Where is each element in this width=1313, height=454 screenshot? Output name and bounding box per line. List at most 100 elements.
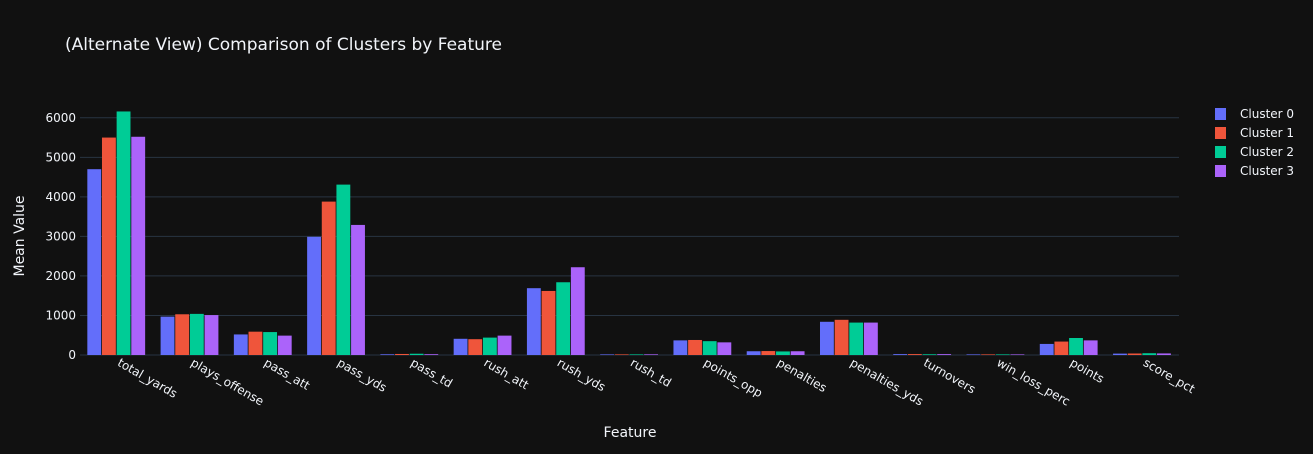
bar[interactable] [981, 354, 996, 355]
bar[interactable] [556, 282, 571, 355]
bar[interactable] [1083, 340, 1098, 355]
legend-label[interactable]: Cluster 3 [1240, 164, 1294, 178]
bar[interactable] [746, 351, 761, 355]
y-tick-label: 1000 [45, 308, 76, 322]
gridlines [80, 117, 1179, 356]
x-tick-label: plays_offense [188, 355, 266, 408]
bar[interactable] [409, 353, 424, 355]
bar[interactable] [1054, 341, 1069, 355]
bar[interactable] [395, 353, 409, 355]
bar[interactable] [629, 354, 644, 355]
x-tick-label: win_loss_perc [994, 355, 1072, 408]
bar[interactable] [995, 354, 1010, 355]
bar[interactable] [336, 184, 351, 355]
legend-label[interactable]: Cluster 1 [1240, 126, 1294, 140]
bar[interactable] [101, 137, 116, 355]
bar[interactable] [424, 354, 439, 355]
bar[interactable] [849, 322, 864, 355]
bar[interactable] [819, 321, 834, 355]
bar[interactable] [673, 340, 688, 355]
bar[interactable] [790, 351, 805, 355]
x-tick-label: points [1068, 355, 1107, 386]
x-tick-label: points_opp [701, 355, 765, 400]
legend-label[interactable]: Cluster 2 [1240, 145, 1294, 159]
bar[interactable] [1039, 343, 1054, 355]
y-tick-label: 6000 [45, 111, 76, 125]
bar[interactable] [834, 319, 849, 355]
bar[interactable] [482, 337, 497, 355]
y-tick-label: 4000 [45, 190, 76, 204]
legend-swatch[interactable] [1215, 146, 1226, 158]
bar[interactable] [1157, 353, 1171, 355]
x-tick-label: score_pct [1141, 355, 1198, 396]
bar[interactable] [175, 314, 190, 355]
bar[interactable] [1127, 353, 1142, 355]
bar[interactable] [1142, 353, 1157, 355]
x-tick-label: penalties [775, 355, 830, 395]
x-tick-label: turnovers [921, 355, 978, 396]
bar[interactable] [937, 354, 952, 355]
legend-swatch[interactable] [1215, 127, 1226, 139]
bar[interactable] [907, 354, 922, 355]
bar[interactable] [380, 354, 395, 355]
bar[interactable] [233, 334, 248, 355]
y-tick-labels: 0 1000 2000 3000 4000 5000 6000 [45, 111, 76, 362]
bar[interactable] [922, 354, 937, 355]
bar[interactable] [1010, 354, 1025, 355]
bar[interactable] [541, 290, 556, 355]
bar[interactable] [453, 338, 468, 355]
bar[interactable] [614, 354, 629, 355]
bar[interactable] [702, 341, 717, 355]
y-axis-title: Mean Value [12, 195, 28, 276]
bar[interactable] [263, 332, 278, 355]
bar[interactable] [277, 335, 292, 355]
chart-title: (Alternate View) Comparison of Clusters … [65, 35, 502, 55]
y-tick-label: 0 [68, 348, 76, 362]
x-tick-label: pass_td [408, 355, 455, 390]
x-tick-label: rush_att [481, 355, 531, 392]
x-tick-label: pass_att [262, 355, 313, 392]
bar[interactable] [497, 335, 512, 355]
bar[interactable] [776, 351, 790, 355]
bars [87, 111, 1171, 355]
y-tick-label: 3000 [45, 229, 76, 243]
bar[interactable] [863, 322, 878, 355]
bar[interactable] [204, 315, 219, 355]
bar[interactable] [189, 313, 204, 355]
x-tick-label: penalties_yds [848, 355, 926, 408]
bar[interactable] [351, 224, 365, 355]
x-tick-label: rush_yds [555, 355, 608, 394]
bar[interactable] [1113, 353, 1127, 355]
bar[interactable] [644, 354, 659, 355]
bar[interactable] [307, 236, 321, 355]
bar[interactable] [600, 354, 615, 355]
legend-label[interactable]: Cluster 0 [1240, 107, 1294, 121]
bar[interactable] [248, 331, 263, 355]
x-tick-label: total_yards [115, 355, 180, 400]
bar[interactable] [321, 201, 336, 355]
y-tick-label: 5000 [45, 150, 76, 164]
bar[interactable] [1069, 338, 1083, 355]
x-tick-label: rush_td [628, 355, 674, 389]
legend-swatch[interactable] [1215, 165, 1226, 177]
bar[interactable] [717, 342, 732, 355]
bar[interactable] [688, 339, 702, 355]
bar[interactable] [570, 267, 585, 355]
bar[interactable] [966, 354, 981, 355]
bar[interactable] [761, 351, 776, 355]
x-axis-title: Feature [604, 425, 657, 441]
bar[interactable] [131, 136, 146, 355]
bar[interactable] [116, 111, 131, 355]
x-tick-label: pass_yds [335, 355, 389, 394]
bar[interactable] [468, 339, 483, 355]
legend-swatch[interactable] [1215, 108, 1226, 120]
bar[interactable] [87, 169, 102, 355]
bar[interactable] [526, 288, 541, 355]
bar[interactable] [160, 316, 175, 355]
legend[interactable]: Cluster 0 Cluster 1 Cluster 2 Cluster 3 [1215, 107, 1294, 178]
bar[interactable] [893, 354, 908, 355]
y-tick-label: 2000 [45, 269, 76, 283]
